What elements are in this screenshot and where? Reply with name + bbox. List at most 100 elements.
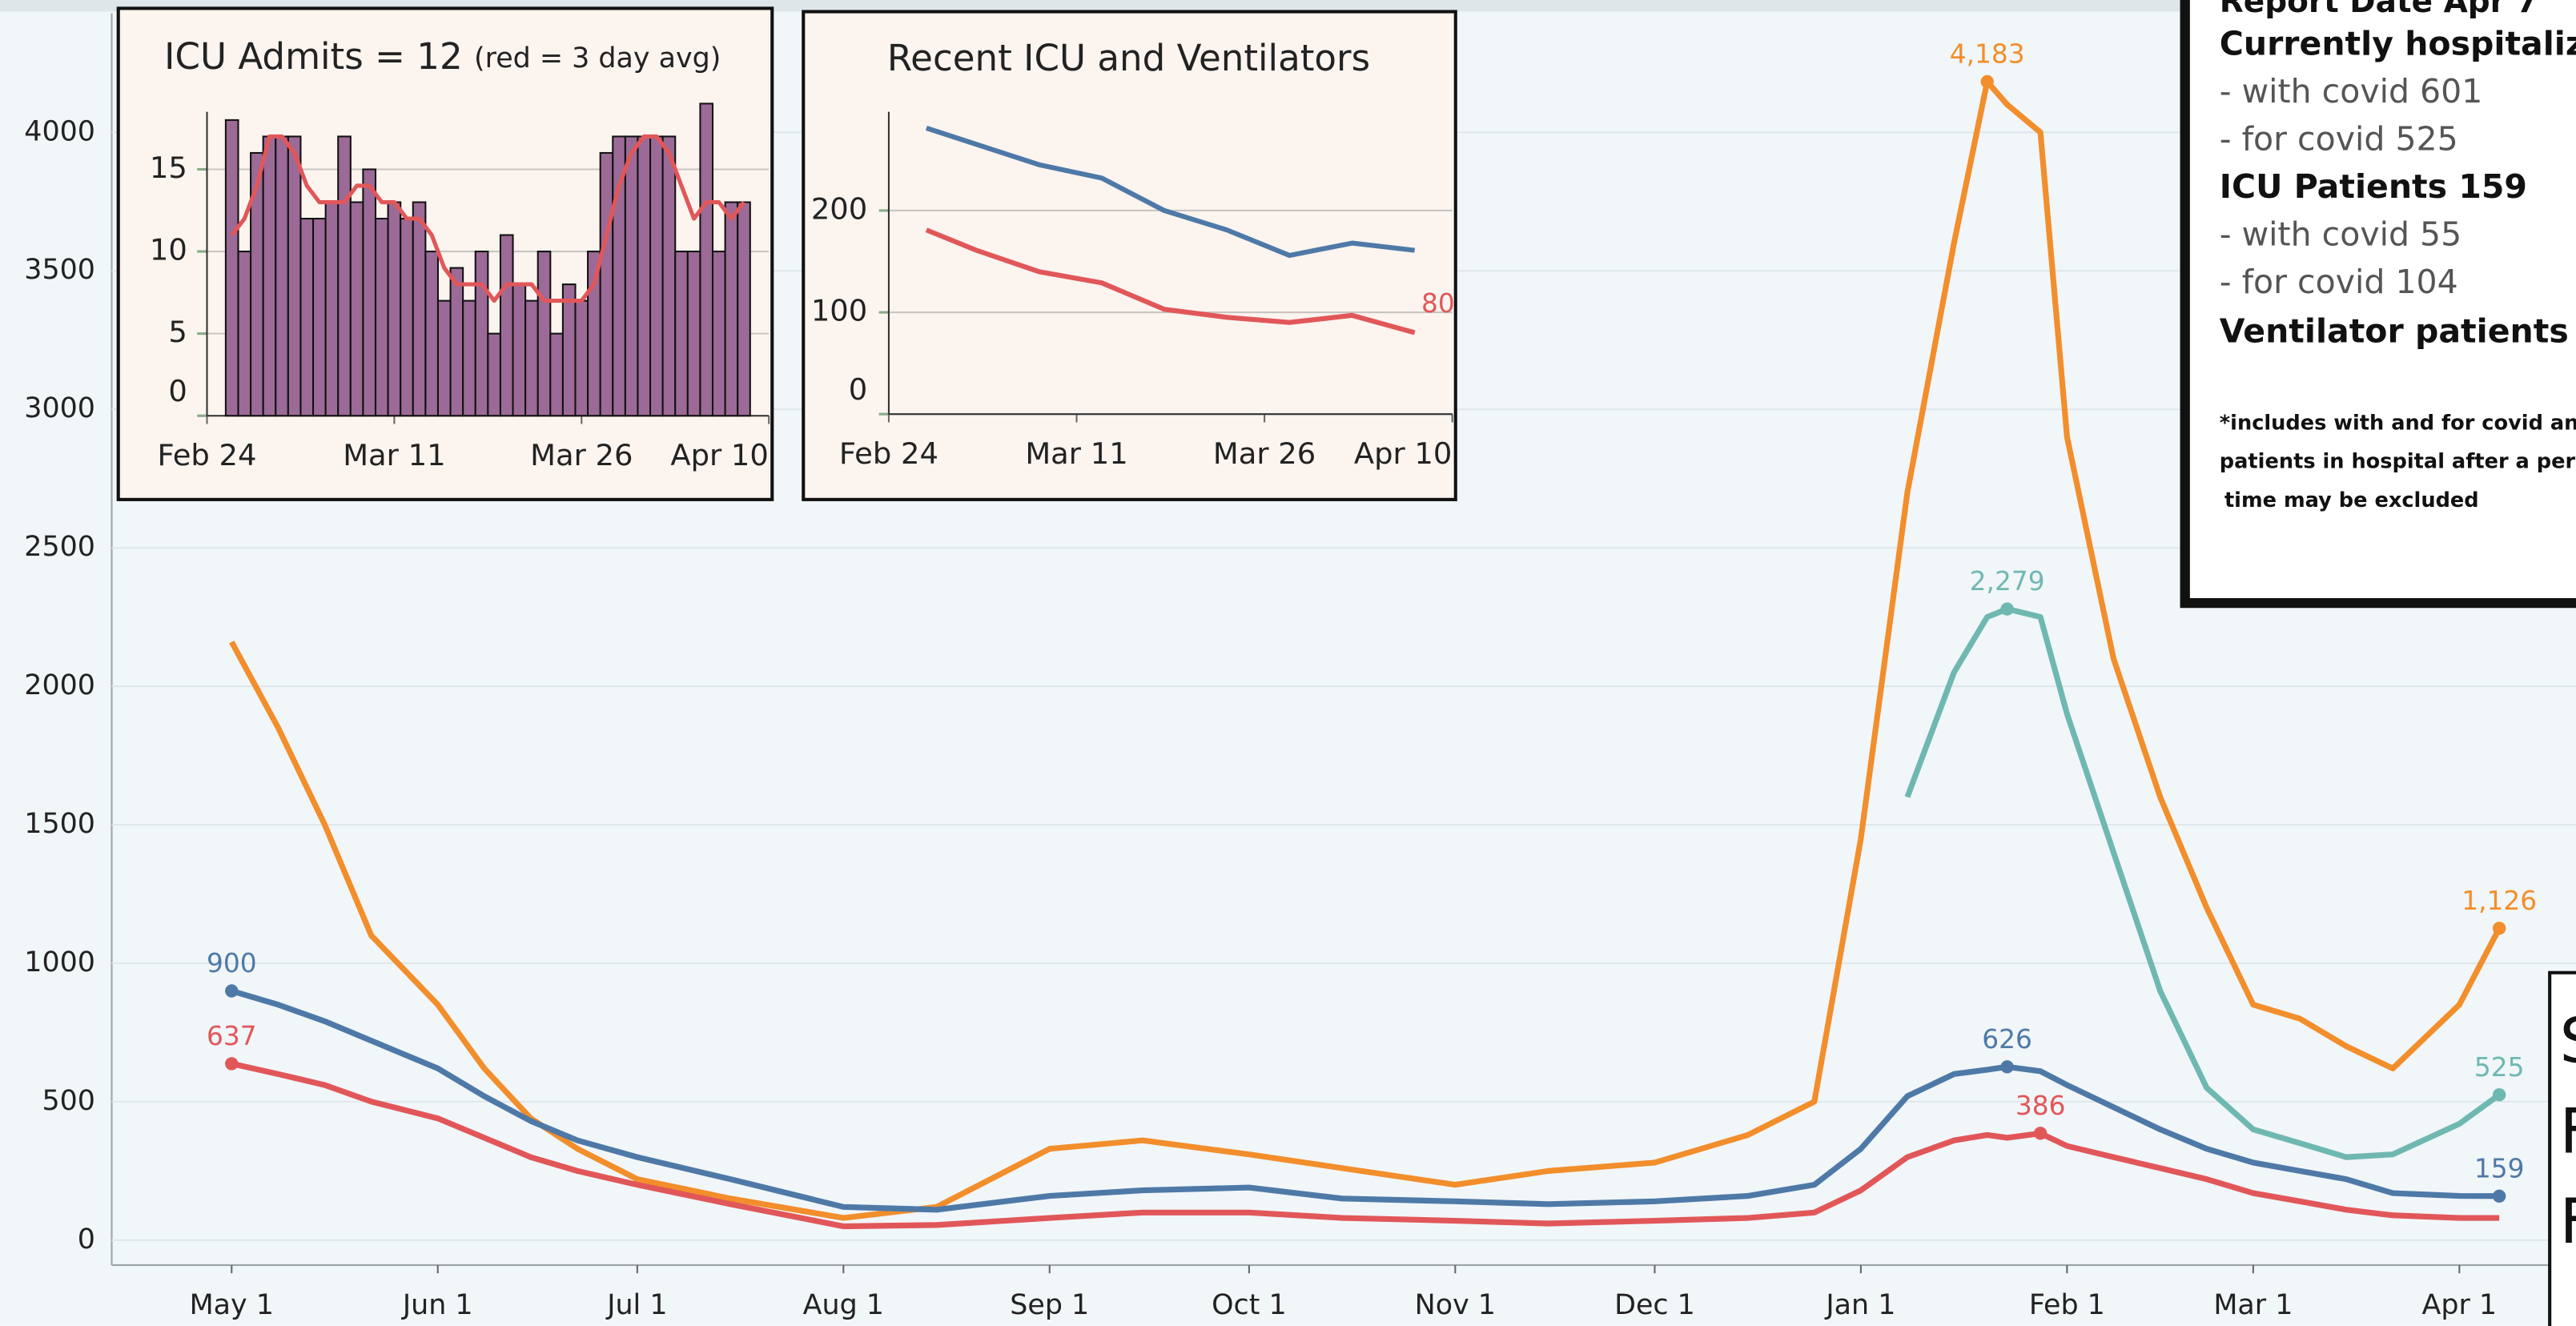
point-marker bbox=[2492, 1189, 2506, 1203]
y-tick-label: 0 bbox=[849, 372, 867, 407]
footnote-line: patients in hospital after a perio bbox=[2220, 450, 2576, 474]
data-label: 1,126 bbox=[2461, 886, 2537, 916]
bar bbox=[549, 332, 564, 417]
y-tick-label: 2500 bbox=[24, 531, 95, 563]
point-marker bbox=[2492, 1088, 2506, 1102]
side-text: SFF bbox=[2559, 1005, 2576, 1258]
inset-panel bbox=[802, 10, 1457, 501]
bar bbox=[686, 251, 701, 417]
bar bbox=[287, 135, 302, 417]
x-tick-label: Sep 1 bbox=[1010, 1289, 1089, 1321]
footnote-line: time may be excluded bbox=[2224, 488, 2479, 512]
series-line bbox=[231, 988, 2500, 1213]
bar bbox=[462, 299, 476, 417]
bar bbox=[724, 201, 739, 417]
bar bbox=[737, 201, 751, 417]
bar bbox=[499, 234, 514, 417]
y-tick-label: 15 bbox=[150, 151, 187, 185]
bar bbox=[711, 251, 726, 417]
x-tick-label: Apr 1 bbox=[2422, 1289, 2498, 1321]
bar bbox=[449, 267, 464, 417]
bar bbox=[661, 135, 677, 417]
x-tick-label: Dec 1 bbox=[1614, 1289, 1695, 1321]
y-tick-label: 100 bbox=[811, 294, 867, 328]
bar bbox=[487, 332, 501, 417]
inset-title-main: ICU Admits = 12 bbox=[164, 35, 463, 78]
series-line bbox=[1904, 605, 2502, 1160]
y-tick-label: 0 bbox=[168, 374, 187, 408]
bar bbox=[524, 299, 539, 417]
bar bbox=[349, 201, 364, 417]
x-tick-label: Mar 11 bbox=[343, 438, 445, 472]
x-tick-label: Aug 1 bbox=[803, 1289, 884, 1321]
bar bbox=[324, 201, 340, 417]
side-line: F bbox=[2559, 1186, 2576, 1258]
bar bbox=[387, 201, 402, 417]
side-line: F bbox=[2559, 1095, 2576, 1167]
side-box bbox=[2548, 970, 2576, 1326]
inset-subtitle: (red = 3 day avg) bbox=[474, 42, 721, 74]
point-marker bbox=[1980, 74, 1994, 89]
point-marker bbox=[2033, 1127, 2048, 1140]
x-tick-label: Mar 26 bbox=[530, 438, 633, 472]
inset-title: ICU Admits = 12 (red = 3 day avg) bbox=[164, 35, 721, 78]
data-label: 2,279 bbox=[1970, 566, 2045, 597]
point-marker bbox=[2492, 922, 2506, 935]
bar bbox=[674, 251, 689, 417]
info-line: Report Date Apr 7 bbox=[2220, 0, 2538, 20]
bar bbox=[599, 151, 614, 417]
point-marker bbox=[2000, 602, 2014, 616]
x-tick-label: Apr 10 bbox=[1354, 436, 1453, 471]
bar bbox=[237, 251, 252, 417]
x-tick-label: Jul 1 bbox=[605, 1289, 667, 1321]
info-text: Report Date Apr 7 Currently hospitalized -… bbox=[2220, 0, 2576, 512]
bar bbox=[224, 119, 239, 417]
x-tick-label: Oct 1 bbox=[1212, 1289, 1287, 1321]
bar bbox=[474, 251, 489, 417]
data-label: 637 bbox=[207, 1021, 257, 1051]
bar bbox=[412, 201, 427, 417]
x-tick-label: Feb 24 bbox=[839, 436, 938, 471]
series-line bbox=[925, 227, 1416, 336]
bar bbox=[424, 251, 439, 417]
bar bbox=[574, 299, 589, 417]
x-tick-label: Mar 11 bbox=[1025, 436, 1127, 471]
y-tick-label: 2000 bbox=[24, 669, 95, 701]
bar bbox=[436, 299, 452, 417]
x-tick-label: Jan 1 bbox=[1824, 1289, 1895, 1321]
info-line: Currently hospitalized bbox=[2220, 25, 2576, 63]
data-label: 525 bbox=[2474, 1052, 2525, 1083]
bar bbox=[262, 135, 277, 417]
info-box bbox=[2180, 0, 2576, 609]
info-line: - with covid 601 bbox=[2220, 72, 2483, 110]
x-tick-label: Mar 26 bbox=[1213, 436, 1316, 471]
y-tick-label: 3500 bbox=[24, 254, 95, 286]
info-line: - with covid 55 bbox=[2220, 215, 2461, 254]
bar bbox=[400, 218, 414, 417]
footnote-line: *includes with and for covid and bbox=[2220, 411, 2576, 435]
x-tick-label: Jun 1 bbox=[401, 1289, 473, 1321]
bar bbox=[374, 218, 389, 417]
point-marker bbox=[225, 984, 239, 998]
bar bbox=[312, 218, 327, 417]
bar bbox=[536, 251, 552, 417]
y-tick-label: 3000 bbox=[24, 392, 95, 424]
info-line: ICU Patients 159 bbox=[2220, 167, 2527, 206]
inset-chart: 0 100 200 Feb 24 Mar 11 Mar 26 Apr 10 80 bbox=[811, 111, 1455, 471]
data-label: 900 bbox=[207, 948, 257, 978]
data-label: 80 bbox=[1421, 288, 1455, 319]
bar bbox=[337, 135, 352, 417]
inset-chart: 0 5 10 15 Feb 24 Mar 11 Mar 26 Apr 10 bbox=[150, 102, 770, 472]
info-line: - for covid 104 bbox=[2220, 263, 2458, 301]
bar bbox=[699, 102, 714, 417]
y-tick-label: 1000 bbox=[24, 946, 95, 978]
series-line bbox=[231, 1060, 2500, 1230]
bar bbox=[362, 168, 377, 417]
point-marker bbox=[225, 1057, 239, 1071]
x-tick-label: Feb 1 bbox=[2029, 1289, 2105, 1321]
x-tick-label: Apr 10 bbox=[670, 438, 769, 472]
info-line: - for covid 525 bbox=[2220, 120, 2458, 159]
data-label: 4,183 bbox=[1950, 39, 2025, 70]
x-tick-label: Mar 1 bbox=[2213, 1289, 2293, 1321]
bar bbox=[561, 283, 577, 417]
